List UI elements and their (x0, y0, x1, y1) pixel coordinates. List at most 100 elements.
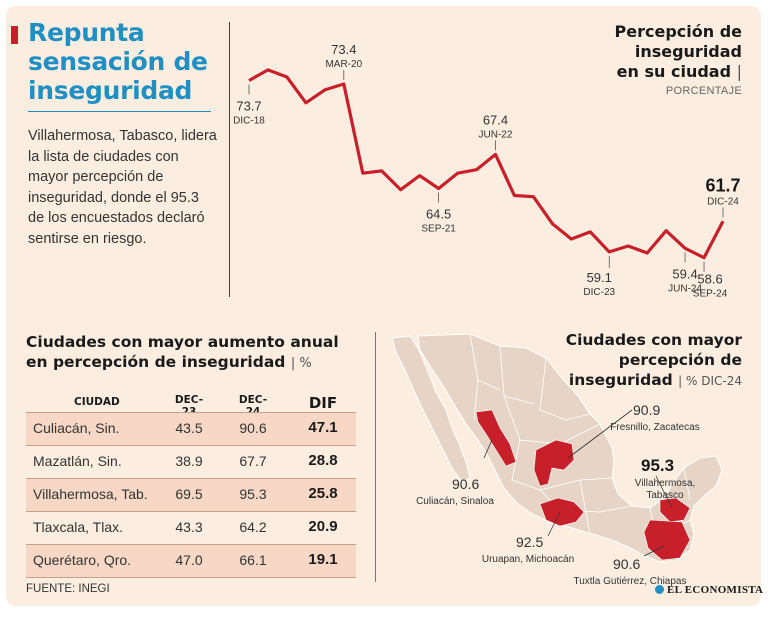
map-label-villahermosa-line1: Villahermosa, (634, 478, 696, 489)
table-row: Culiacán, Sin. 43.5 90.6 47.1 (26, 412, 356, 445)
chart-title-line3: en su ciudad | (615, 62, 742, 82)
cell-dif: 47.1 (308, 419, 338, 436)
headline-rule (28, 111, 211, 112)
cell-dec23: 38.9 (175, 453, 203, 469)
data-label-date: DIC-18 (233, 115, 265, 126)
chart-title: Percepción de inseguridad en su ciudad | (615, 22, 742, 82)
map-label-tuxtla: Tuxtla Gutiérrez, Chiapas (573, 576, 687, 587)
map-border (473, 379, 479, 421)
cell-dec23: 47.0 (175, 552, 203, 568)
cell-dif: 25.8 (308, 485, 338, 502)
leader-line-fresnillo (567, 409, 633, 459)
data-label-value: 61.7 (705, 175, 740, 195)
header-dif: DIF (308, 394, 338, 412)
cell-city: Querétaro, Qro. (33, 552, 132, 568)
leader-line-uruapan (547, 511, 561, 537)
chart-title-line3-text: en su ciudad (616, 62, 732, 81)
vertical-divider-bottom (375, 332, 376, 582)
map-title-line2: percepción de (618, 351, 742, 369)
leader-line-tuxtla (643, 545, 665, 557)
table-header: CIUDAD DEC-23 DEC-24 DIF (26, 392, 356, 418)
chart-title-line1: Percepción de (614, 22, 742, 41)
cell-dec24: 90.6 (239, 420, 267, 436)
map-title-line1: Ciudades con mayor (565, 331, 742, 349)
map-highlight-uruapan (539, 497, 585, 527)
chart-unit: PORCENTAJE (665, 85, 742, 97)
cell-dec23: 43.3 (175, 519, 203, 535)
map-title-unit: | % DIC-24 (678, 374, 742, 388)
cell-dec24: 66.1 (239, 552, 267, 568)
cell-city: Mazatlán, Sin. (33, 453, 122, 469)
table-row: Villahermosa, Tab. 69.5 95.3 25.8 (26, 478, 356, 511)
map-highlight-culiacan (475, 409, 517, 467)
map-value-tuxtla: 90.6 (613, 556, 641, 572)
map-label-fresnillo: Fresnillo, Zacatecas (610, 422, 700, 433)
map-label-uruapan: Uruapan, Michoacán (481, 554, 575, 565)
data-label-date: JUN-24 (668, 283, 702, 294)
headline: Repunta sensación de inseguridad (28, 18, 208, 105)
data-label-date: MAR-20 (325, 59, 362, 70)
brand-logo: EL ECONOMISTA (655, 584, 763, 596)
map-border (579, 479, 591, 535)
leader-line-villahermosa (655, 475, 673, 509)
table-title-unit: | % (290, 356, 312, 371)
cell-city: Culiacán, Sin. (33, 420, 120, 436)
data-label-value: 73.4 (331, 42, 356, 57)
source-note: FUENTE: INEGI (26, 583, 110, 595)
data-label-value: 67.4 (483, 112, 508, 127)
vertical-divider (229, 22, 230, 297)
map-border (503, 395, 601, 445)
data-label-date: SEP-21 (421, 223, 456, 234)
map-title-line3: inseguridad | % DIC-24 (566, 370, 742, 391)
cell-dec24: 67.7 (239, 453, 267, 469)
map-value-fresnillo: 90.9 (633, 402, 661, 418)
table-row: Mazatlán, Sin. 38.9 67.7 28.8 (26, 445, 356, 478)
map-title: Ciudades con mayor percepción de insegur… (566, 330, 742, 391)
map-value-uruapan: 92.5 (516, 534, 544, 550)
data-label-value: 73.7 (236, 98, 261, 113)
map-label-culiacan: Culiacán, Sinaloa (416, 496, 494, 507)
data-label-value: 59.1 (587, 270, 612, 285)
map-value-villahermosa: 95.3 (641, 456, 675, 475)
cell-dec23: 43.5 (175, 420, 203, 436)
map-highlight-villahermosa (659, 497, 691, 523)
leader-line-culiacan (483, 439, 493, 459)
series-line (248, 68, 725, 260)
table-title-line1: Ciudades con mayor aumento anual (26, 333, 339, 351)
table-row: Tlaxcala, Tlax. 43.3 64.2 20.9 (26, 511, 356, 544)
cell-dec24: 64.2 (239, 519, 267, 535)
intro-text: Villahermosa, Tabasco, lidera la lista d… (28, 128, 217, 247)
map-highlight-fresnillo (533, 439, 575, 487)
cell-dec24: 95.3 (239, 486, 267, 502)
data-label-date: DIC-23 (583, 287, 615, 298)
data-label-value: 64.5 (426, 206, 451, 221)
chart-title-line2: inseguridad (634, 42, 742, 61)
map-label-villahermosa: Villahermosa, Tabasco (620, 478, 710, 502)
chart-title-bar: | (736, 62, 742, 81)
map-value-culiacan: 90.6 (452, 476, 480, 492)
map-baja-california (391, 335, 471, 483)
cell-dif: 20.9 (308, 518, 338, 535)
cell-city: Villahermosa, Tab. (33, 486, 148, 502)
red-accent-bar (11, 26, 18, 44)
map-border (683, 467, 691, 501)
cell-dec23: 69.5 (175, 486, 203, 502)
table-title-line2-text: en percepción de inseguridad (26, 353, 286, 371)
table-title-line2: en percepción de inseguridad | % (26, 352, 339, 374)
data-label-date: SEP-24 (693, 289, 728, 300)
header-city: CIUDAD (74, 396, 120, 408)
map-label-villahermosa-line2: Tabasco (646, 490, 684, 501)
map-border (539, 357, 591, 421)
data-label-date: JUN-22 (479, 129, 513, 140)
data-label-value: 59.4 (672, 266, 697, 281)
cell-city: Tlaxcala, Tlax. (33, 519, 123, 535)
data-label-value: 58.6 (697, 272, 722, 287)
data-label-date: DIC-24 (707, 196, 739, 207)
logo-icon (655, 585, 664, 594)
logo-text: EL ECONOMISTA (667, 584, 764, 596)
table-row: Querétaro, Qro. 47.0 66.1 19.1 (26, 544, 356, 578)
map-title-line3-text: inseguridad (568, 371, 673, 389)
increase-table: CIUDAD DEC-23 DEC-24 DIF Culiacán, Sin. … (26, 392, 356, 578)
